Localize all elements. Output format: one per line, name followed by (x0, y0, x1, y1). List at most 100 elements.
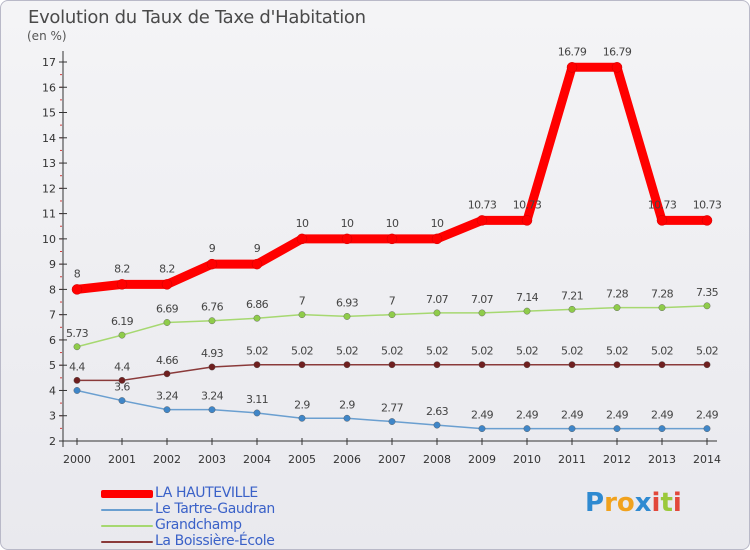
data-label: 2.9 (294, 398, 310, 411)
data-label: 5.02 (516, 345, 538, 358)
legend-label: La Boissière-École (155, 533, 275, 549)
data-point (388, 311, 396, 319)
y-tick-label: 13 (42, 157, 56, 170)
data-point (703, 302, 711, 310)
data-label: 2.49 (516, 409, 539, 422)
data-point (433, 309, 441, 317)
y-tick-label: 5 (49, 359, 56, 372)
data-label: 6.76 (201, 301, 224, 314)
data-point (118, 331, 126, 339)
data-label: 10.73 (693, 198, 722, 211)
x-tick-label: 2011 (558, 453, 586, 466)
proxiti-logo: Proxiti (585, 488, 682, 518)
data-point (118, 376, 126, 384)
data-label: 4.93 (201, 347, 224, 360)
data-label: 10.73 (648, 198, 677, 211)
x-tick-label: 2007 (378, 453, 406, 466)
data-point (343, 414, 351, 422)
data-label: 5.02 (426, 345, 448, 358)
data-point (613, 425, 621, 433)
data-point (703, 361, 711, 369)
x-tick-label: 2001 (108, 453, 136, 466)
data-label: 2.49 (471, 409, 494, 422)
data-point (566, 62, 578, 73)
series-line-0 (72, 62, 712, 294)
x-tick-label: 2003 (198, 453, 226, 466)
data-label: 16.79 (558, 45, 587, 58)
data-label: 2.49 (696, 409, 719, 422)
y-tick-label: 12 (42, 182, 56, 195)
legend-swatch (101, 490, 153, 498)
data-point (208, 406, 216, 414)
data-label: 7.14 (516, 291, 539, 304)
data-label: 5.02 (696, 345, 718, 358)
y-tick-label: 7 (49, 309, 56, 322)
data-label: 8.2 (159, 262, 175, 275)
data-point (611, 62, 623, 73)
legend-label: Le Tartre-Gaudran (155, 501, 275, 517)
data-point (656, 215, 668, 226)
data-point (163, 319, 171, 326)
data-label: 5.02 (651, 345, 673, 358)
y-tick-label: 9 (49, 258, 56, 271)
data-point (523, 361, 531, 369)
data-label: 2.49 (651, 409, 674, 422)
data-label: 3.6 (114, 381, 130, 394)
data-label: 4.4 (69, 360, 85, 373)
data-point (343, 313, 351, 320)
data-label: 10 (386, 217, 399, 230)
data-point (613, 361, 621, 369)
data-point (433, 361, 441, 369)
x-tick-label: 2010 (513, 453, 541, 466)
data-point (341, 233, 353, 245)
y-unit-label: (en %) (27, 29, 67, 43)
data-point (208, 317, 216, 325)
data-point (251, 258, 263, 270)
data-label: 2.49 (606, 409, 629, 422)
data-label: 10 (431, 217, 444, 230)
data-label: 7 (389, 295, 396, 308)
data-label: 4.66 (156, 354, 179, 367)
legend-swatch (101, 541, 153, 543)
legend-label: LA HAUTEVILLE (155, 485, 258, 501)
data-point (118, 397, 126, 404)
data-label: 7.07 (471, 293, 494, 306)
y-tick-label: 3 (49, 410, 56, 423)
data-label: 2.63 (426, 405, 449, 418)
data-label: 5.02 (381, 345, 403, 358)
x-tick-label: 2013 (648, 453, 676, 466)
data-point (658, 304, 666, 311)
data-point (433, 421, 441, 429)
data-point (613, 304, 621, 311)
data-label: 5.02 (561, 345, 583, 358)
data-label: 7.35 (696, 286, 719, 299)
data-point (116, 279, 128, 290)
data-label: 6.69 (156, 302, 179, 315)
data-point (206, 258, 218, 270)
data-point (478, 361, 486, 369)
x-tick-label: 2012 (603, 453, 631, 466)
data-point (523, 425, 531, 433)
x-tick-label: 2006 (333, 453, 361, 466)
data-label: 10.73 (468, 198, 497, 211)
data-point (521, 215, 533, 226)
x-tick-label: 2002 (153, 453, 181, 466)
data-point (253, 361, 261, 369)
data-label: 2.77 (381, 402, 404, 415)
data-label: 4.4 (114, 360, 130, 373)
x-tick-label: 2005 (288, 453, 316, 466)
data-point (343, 361, 351, 369)
data-label: 5.73 (66, 327, 89, 340)
data-point (71, 284, 83, 295)
data-label: 7.28 (651, 288, 674, 301)
data-point (161, 279, 173, 290)
data-point (296, 233, 308, 245)
y-tick-label: 10 (42, 233, 56, 246)
data-point (701, 215, 713, 226)
data-point (568, 425, 576, 433)
data-label: 5.02 (246, 345, 268, 358)
data-point (208, 363, 216, 371)
y-tick-label: 14 (42, 132, 56, 145)
data-point (431, 233, 443, 245)
